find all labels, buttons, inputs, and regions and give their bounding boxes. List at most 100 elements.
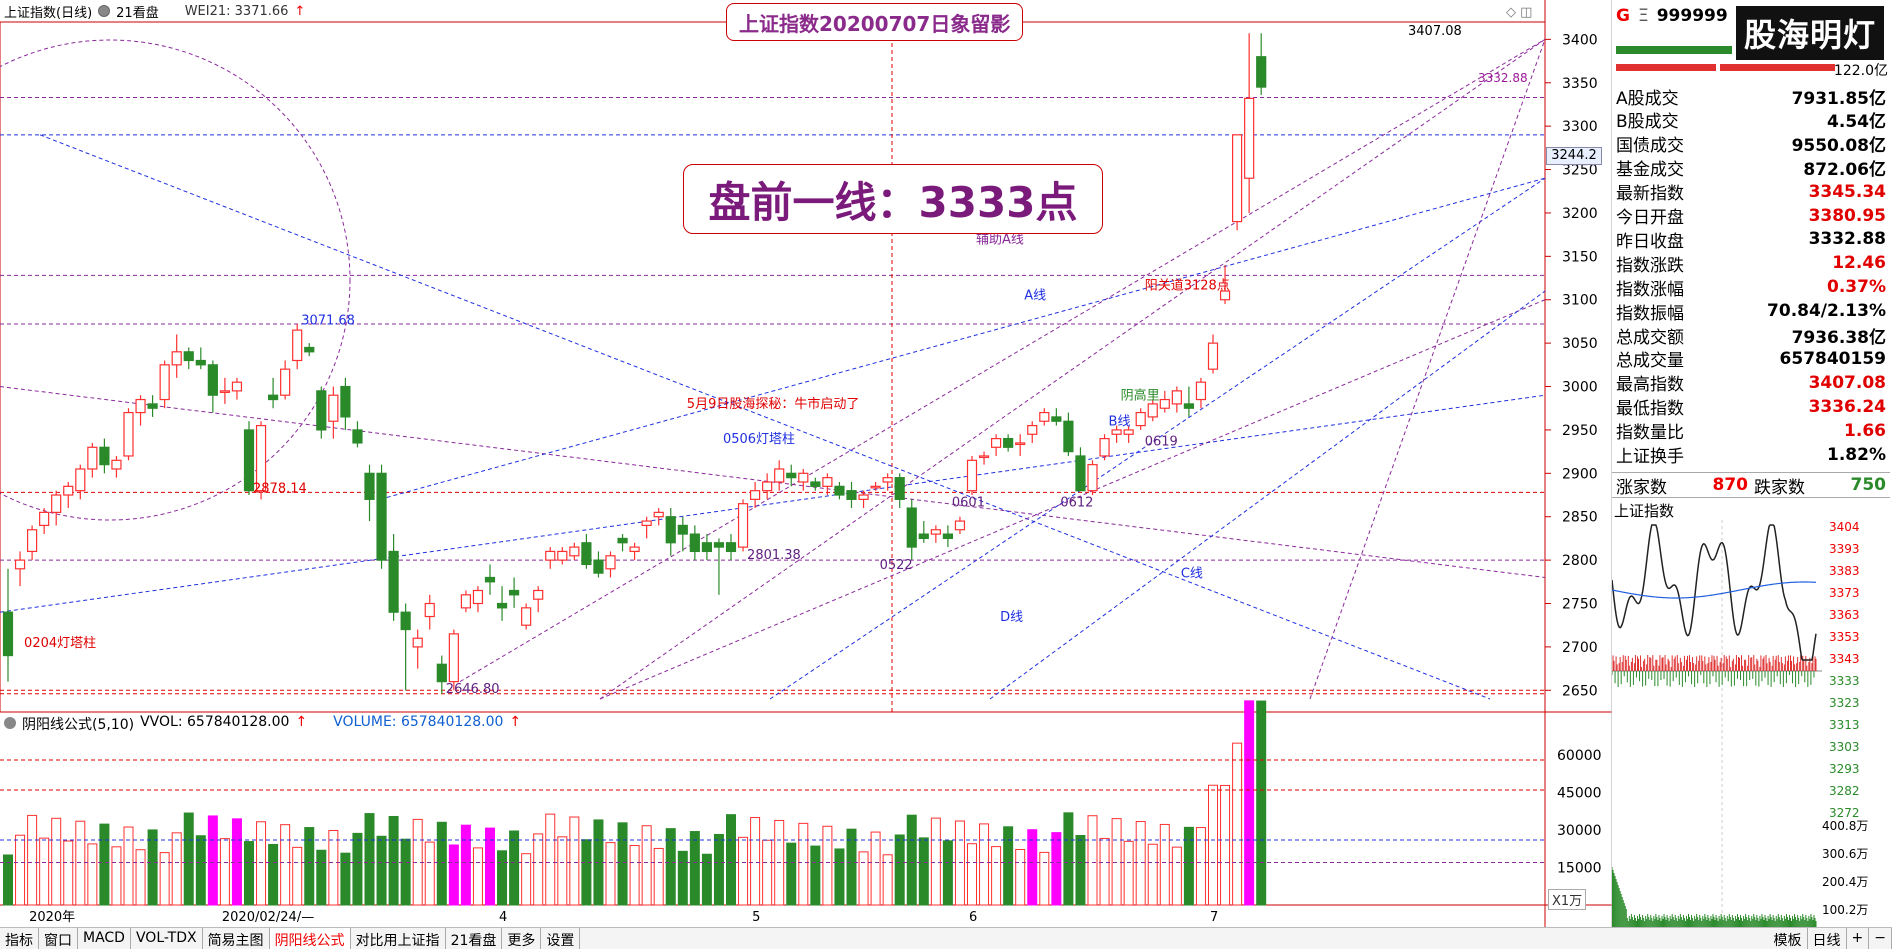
bottom-tab[interactable]: 阴阳线公式 [269, 928, 351, 949]
intraday-mini-chart[interactable]: 3404 3393 3383 3373 3363 3353 3343 3333 3323 3313… [1612, 520, 1892, 927]
volume-formula[interactable]: 阴阳线公式(5,10) [22, 717, 135, 733]
volume-bar [545, 813, 556, 906]
bottom-tab[interactable]: 更多 [502, 928, 542, 949]
bottom-tab[interactable]: 窗口 [39, 928, 78, 949]
bottom-right-button[interactable]: − [1869, 928, 1892, 949]
candle-body [774, 468, 785, 483]
candle-body [1135, 411, 1146, 427]
info-row: 指数涨幅 0.37% [1612, 275, 1890, 300]
price-tick-label: 2850 [1562, 510, 1598, 526]
info-label: 指数涨幅 [1616, 279, 1684, 300]
volume-bar [786, 842, 797, 906]
volume-bar [750, 817, 761, 906]
candle-body [810, 481, 821, 487]
candle-body [858, 494, 869, 500]
candle-body [2, 611, 14, 657]
volume-bar [436, 821, 447, 906]
volume-bar [677, 850, 688, 906]
info-row: A股成交 7931.85亿 [1612, 84, 1890, 109]
price-tick-label: 2750 [1562, 597, 1598, 613]
logo-badge: 股海明灯 [1736, 6, 1884, 60]
volume-bar [352, 832, 363, 906]
trend-line [769, 177, 1546, 700]
candle-body [195, 359, 206, 366]
bottom-tab[interactable]: 指标 [0, 928, 39, 949]
candle-body [629, 546, 640, 553]
top-right-icons[interactable]: ◇ ◫ [1506, 5, 1533, 20]
code-row[interactable]: G Ξ 999999 [1616, 6, 1728, 26]
candle-body [689, 533, 700, 553]
bottom-tab[interactable]: 对比用上证指 [351, 928, 446, 949]
volume-bar [63, 840, 74, 906]
bottom-tab[interactable]: 简易主图 [203, 928, 270, 949]
info-row: 昨日收盘 3332.88 [1612, 227, 1890, 252]
volume-bar [364, 813, 375, 906]
candle-body [1063, 420, 1074, 453]
chart-annotation: A线 [1024, 289, 1046, 304]
chart-annotation: 0522 [880, 558, 913, 573]
volume-bar [171, 832, 182, 906]
volume-tick-label: 60000 [1557, 748, 1602, 764]
volume-bar [509, 830, 520, 906]
volume-bar [822, 825, 833, 906]
volume-bar [219, 838, 230, 906]
price-tick-label: 3050 [1562, 336, 1598, 352]
volume-value: VOLUME: 657840128.00 [333, 714, 504, 730]
volume-bar [75, 820, 86, 906]
mini-price-tick: 3383 [1829, 564, 1860, 578]
volume-bar [244, 841, 254, 906]
info-row: 最高指数 3407.08 [1612, 371, 1890, 396]
mini-price-tick: 3272 [1829, 806, 1860, 820]
info-value: 3336.24 [1808, 396, 1886, 417]
volume-bar [1147, 843, 1158, 906]
chart-title[interactable]: 上证指数(日线) [4, 5, 93, 21]
chart-annotation: C线 [1181, 566, 1203, 581]
bottom-tab[interactable]: MACD [78, 928, 131, 949]
bottom-right-button[interactable]: 模板 [1769, 928, 1808, 949]
bottom-right-button[interactable]: + [1847, 928, 1870, 949]
bottom-tab[interactable]: VOL-TDX [131, 928, 203, 949]
volume-bar [51, 817, 62, 906]
info-row: 国债成交 9550.08亿 [1612, 132, 1890, 156]
candle-body [99, 446, 110, 466]
volume-bar [942, 840, 953, 906]
bottom-tab[interactable]: 21看盘 [446, 928, 503, 949]
candle-body [255, 424, 267, 492]
gear-icon[interactable] [4, 717, 16, 729]
candle-body [171, 351, 182, 366]
info-row: 今日开盘 3380.95 [1612, 204, 1890, 229]
volume-bar [858, 851, 869, 906]
volume-bar [1087, 815, 1098, 906]
volume-bar [894, 834, 905, 906]
info-row: 最低指数 3336.24 [1612, 395, 1890, 420]
vvol-value: VVOL: 657840128.00 [140, 714, 290, 730]
volume-bar [967, 843, 977, 906]
volume-bar [448, 844, 459, 906]
candle-body [1171, 390, 1182, 405]
candle-body [207, 364, 218, 396]
bottom-right-button[interactable]: 日线 [1808, 928, 1847, 949]
volume-bar [207, 815, 218, 906]
x-tick-label: 2020年 [29, 910, 75, 925]
candle-body [400, 611, 411, 631]
current-price-tag: 3244.2 [1546, 147, 1602, 165]
candle-body [1087, 464, 1098, 492]
chart-annotation: 5月9日股海探秘：牛市启动了 [687, 396, 860, 412]
bottom-tab[interactable]: 设置 [541, 928, 581, 949]
volume-bar [147, 829, 158, 906]
candle-body [725, 542, 737, 553]
volume-bar [810, 845, 821, 906]
volume-bar [738, 836, 749, 906]
candlestick-chart[interactable]: 3400 3350 3300 3250 3200 3150 3100 3050 3000 2950… [0, 0, 1612, 927]
arc-guide [0, 39, 351, 521]
candle-body [231, 381, 243, 392]
settings-icon[interactable] [98, 5, 111, 17]
volume-bar [762, 839, 773, 906]
bar-indicator-4 [1720, 64, 1835, 71]
candle-body [930, 529, 941, 535]
volume-bar [557, 836, 568, 906]
volume-bar [485, 827, 495, 906]
volume-bar [617, 822, 628, 906]
tab-21[interactable]: 21看盘 [116, 5, 159, 21]
menu-icon[interactable]: Ξ [1637, 6, 1649, 26]
